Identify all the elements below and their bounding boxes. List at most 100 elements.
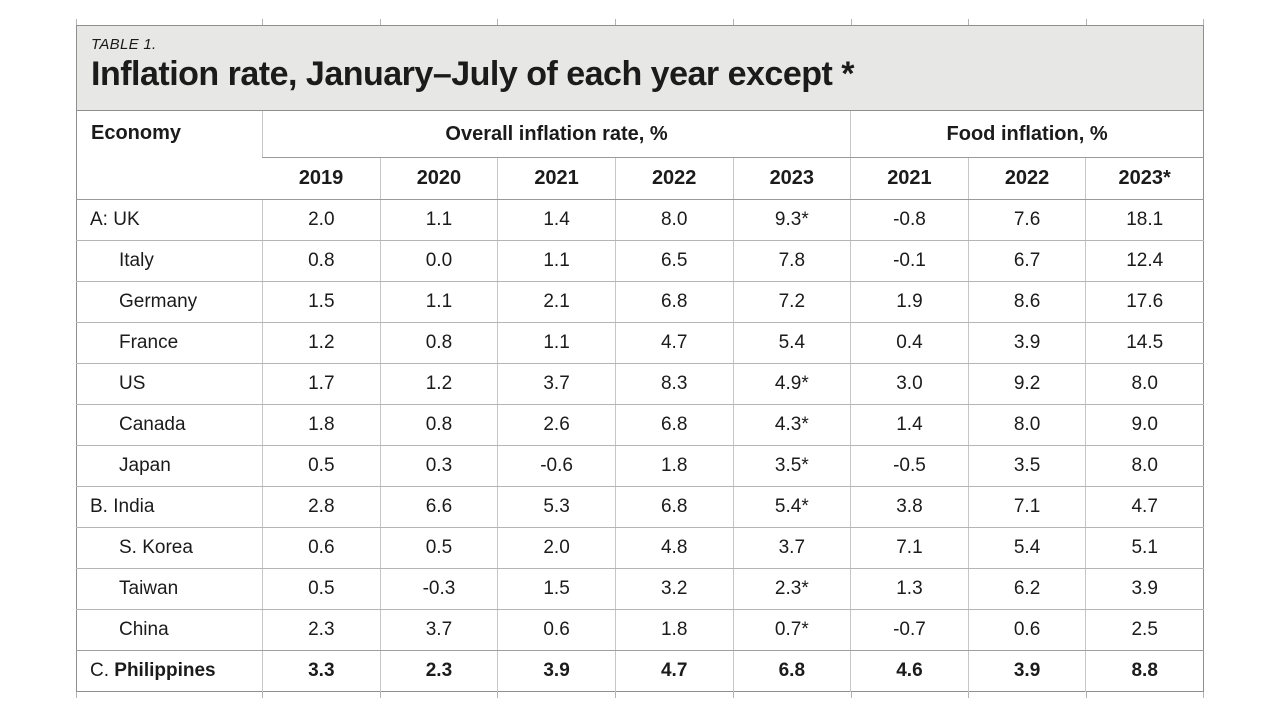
economy-name: Philippines [114,660,216,681]
table-row: Canada 1.8 0.8 2.6 6.8 4.3* 1.4 8.0 9.0 [76,404,1204,446]
value-cell: 3.9 [967,650,1086,692]
value-cell: 7.6 [967,199,1086,241]
column-border-stub [262,692,263,698]
value-cell: -0.1 [850,240,969,282]
economy-cell: B. India [76,486,263,528]
economy-name: Italy [119,250,154,271]
economy-cell: Canada [76,404,263,446]
value-cell: 4.6 [850,650,969,692]
value-cell: 1.1 [379,199,498,241]
column-border-stub [615,19,616,25]
column-border-stub [76,19,77,25]
value-cell: 4.7 [1085,486,1204,528]
inflation-table: TABLE 1. Inflation rate, January–July of… [76,25,1204,692]
value-cell: 5.3 [497,486,616,528]
table-row: C. Philippines 3.3 2.3 3.9 4.7 6.8 4.6 3.9 8.8 [77,650,1204,692]
table-row: China 2.3 3.7 0.6 1.8 0.7* -0.7 0.6 2.5 [76,609,1204,651]
column-border-stub [1086,692,1087,698]
economy-name: US [119,373,146,394]
value-cell: 5.4* [732,486,851,528]
table-row: Taiwan 0.5 -0.3 1.5 3.2 2.3* 1.3 6.2 3.9 [76,568,1204,610]
economy-name: Taiwan [119,578,179,599]
value-cell: 1.1 [379,281,498,323]
value-cell: 2.6 [497,404,616,446]
economy-cell: Germany [76,281,263,323]
table-row: Germany 1.5 1.1 2.1 6.8 7.2 1.9 8.6 17.6 [76,281,1204,323]
value-cell: 0.5 [262,445,381,487]
year-header: 2022 [967,157,1086,200]
value-cell: 0.5 [262,568,381,610]
value-cell: 1.7 [262,363,381,405]
value-cell: 6.8 [614,486,733,528]
value-cell: 3.5 [967,445,1086,487]
value-cell: 0.6 [497,609,616,651]
year-header: 2019 [262,157,381,200]
value-cell: -0.8 [850,199,969,241]
title-row: TABLE 1. Inflation rate, January–July of… [76,25,1204,111]
economy-cell: A: UK [76,199,263,241]
value-cell: -0.3 [379,568,498,610]
column-border-stub [733,19,734,25]
value-cell: 4.8 [614,527,733,569]
value-cell: 0.8 [379,322,498,364]
value-cell: 9.2 [967,363,1086,405]
table-row: France 1.2 0.8 1.1 4.7 5.4 0.4 3.9 14.5 [76,322,1204,364]
value-cell: 7.1 [967,486,1086,528]
column-border-stub [851,692,852,698]
overall-inflation-group-header: Overall inflation rate, % [261,110,851,158]
value-cell: 0.3 [379,445,498,487]
column-border-stub [262,19,263,25]
value-cell: 7.1 [850,527,969,569]
value-cell: -0.7 [850,609,969,651]
value-cell: 12.4 [1085,240,1204,282]
value-cell: 0.8 [379,404,498,446]
value-cell: 6.6 [379,486,498,528]
year-header: 2021 [497,157,616,200]
value-cell: 5.4 [967,527,1086,569]
cropped-row-stubs-top [76,19,1204,25]
value-cell: 1.8 [262,404,381,446]
value-cell: -0.5 [850,445,969,487]
value-cell: 2.3 [262,609,381,651]
value-cell: 8.0 [1085,363,1204,405]
table-row: US 1.7 1.2 3.7 8.3 4.9* 3.0 9.2 8.0 [76,363,1204,405]
value-cell: 3.0 [850,363,969,405]
economy-prefix: C. [90,660,115,681]
value-cell: 3.9 [967,322,1086,364]
value-cell: 6.8 [614,404,733,446]
value-cell: 1.4 [497,199,616,241]
economy-prefix: A: [90,209,114,230]
value-cell: 8.0 [967,404,1086,446]
value-cell: 3.9 [497,650,616,692]
group-header-row: Economy Overall inflation rate, % Food i… [76,110,1204,200]
value-cell: 17.6 [1085,281,1204,323]
table-label: TABLE 1. [91,36,157,53]
economy-cell: S. Korea [76,527,263,569]
value-cell: 3.2 [614,568,733,610]
value-cell: 3.7 [379,609,498,651]
cropped-row-stubs-bottom [76,692,1204,698]
value-cell: 0.6 [262,527,381,569]
column-border-stub [497,692,498,698]
value-cell: 8.0 [1085,445,1204,487]
value-cell: 3.7 [497,363,616,405]
year-header: 2022 [614,157,733,200]
table-row: A: UK 2.0 1.1 1.4 8.0 9.3* -0.8 7.6 18.1 [76,199,1204,241]
value-cell: 6.8 [614,281,733,323]
value-cell: 6.8 [732,650,851,692]
value-cell: 9.0 [1085,404,1204,446]
value-cell: 1.3 [850,568,969,610]
value-cell: 1.2 [379,363,498,405]
value-cell: 18.1 [1085,199,1204,241]
value-cell: 6.7 [967,240,1086,282]
value-cell: 7.8 [732,240,851,282]
value-cell: 2.0 [262,199,381,241]
value-cell: 2.1 [497,281,616,323]
value-cell: 0.5 [379,527,498,569]
value-cell: 3.5* [732,445,851,487]
value-cell: 3.8 [850,486,969,528]
value-cell: 0.7* [732,609,851,651]
economy-name: S. Korea [119,537,193,558]
value-cell: 4.7 [614,650,733,692]
value-cell: 1.1 [497,240,616,282]
